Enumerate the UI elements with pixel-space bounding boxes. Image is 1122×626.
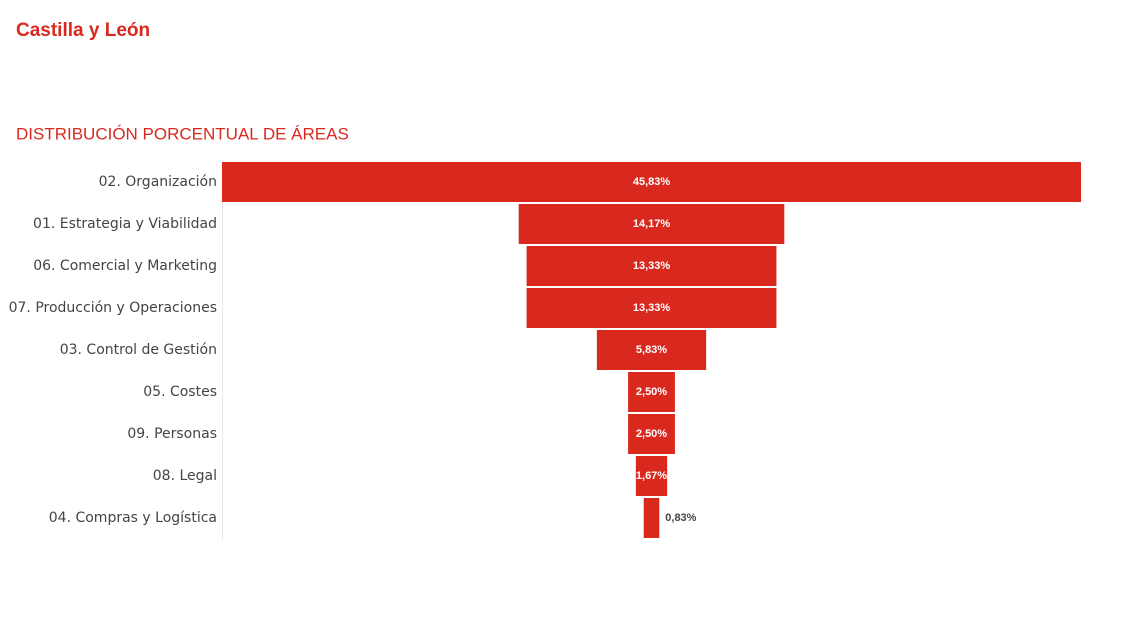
value-label: 5,83% <box>636 344 667 356</box>
value-label: 45,83% <box>633 176 671 188</box>
value-label: 2,50% <box>636 428 667 440</box>
funnel-bar <box>635 456 668 496</box>
value-label: 1,67% <box>636 470 667 482</box>
funnel-bar <box>518 204 785 244</box>
funnel-bar <box>628 414 675 454</box>
chart-subtitle: DISTRIBUCIÓN PORCENTUAL DE ÁREAS <box>16 124 349 143</box>
funnel-bar <box>596 330 707 370</box>
category-label: 03. Control de Gestión <box>60 342 217 358</box>
category-label: 02. Organización <box>99 174 217 190</box>
category-label: 09. Personas <box>127 426 217 442</box>
category-label: 04. Compras y Logística <box>49 510 217 526</box>
funnel-bar <box>643 498 660 538</box>
value-label: 13,33% <box>633 302 671 314</box>
category-label: 08. Legal <box>153 468 217 484</box>
category-label: 07. Producción y Operaciones <box>9 300 217 316</box>
funnel-bar <box>526 246 777 286</box>
value-label: 2,50% <box>636 386 667 398</box>
value-label: 14,17% <box>633 218 671 230</box>
value-label: 0,83% <box>665 512 696 524</box>
category-label: 05. Costes <box>143 384 217 400</box>
funnel-bar <box>526 288 777 328</box>
funnel-bar <box>222 162 1081 202</box>
chart-title: Castilla y León <box>16 20 150 41</box>
category-label: 06. Comercial y Marketing <box>33 258 217 274</box>
funnel-bar <box>628 372 675 412</box>
value-label: 13,33% <box>633 260 671 272</box>
category-label: 01. Estrategia y Viabilidad <box>33 216 217 232</box>
